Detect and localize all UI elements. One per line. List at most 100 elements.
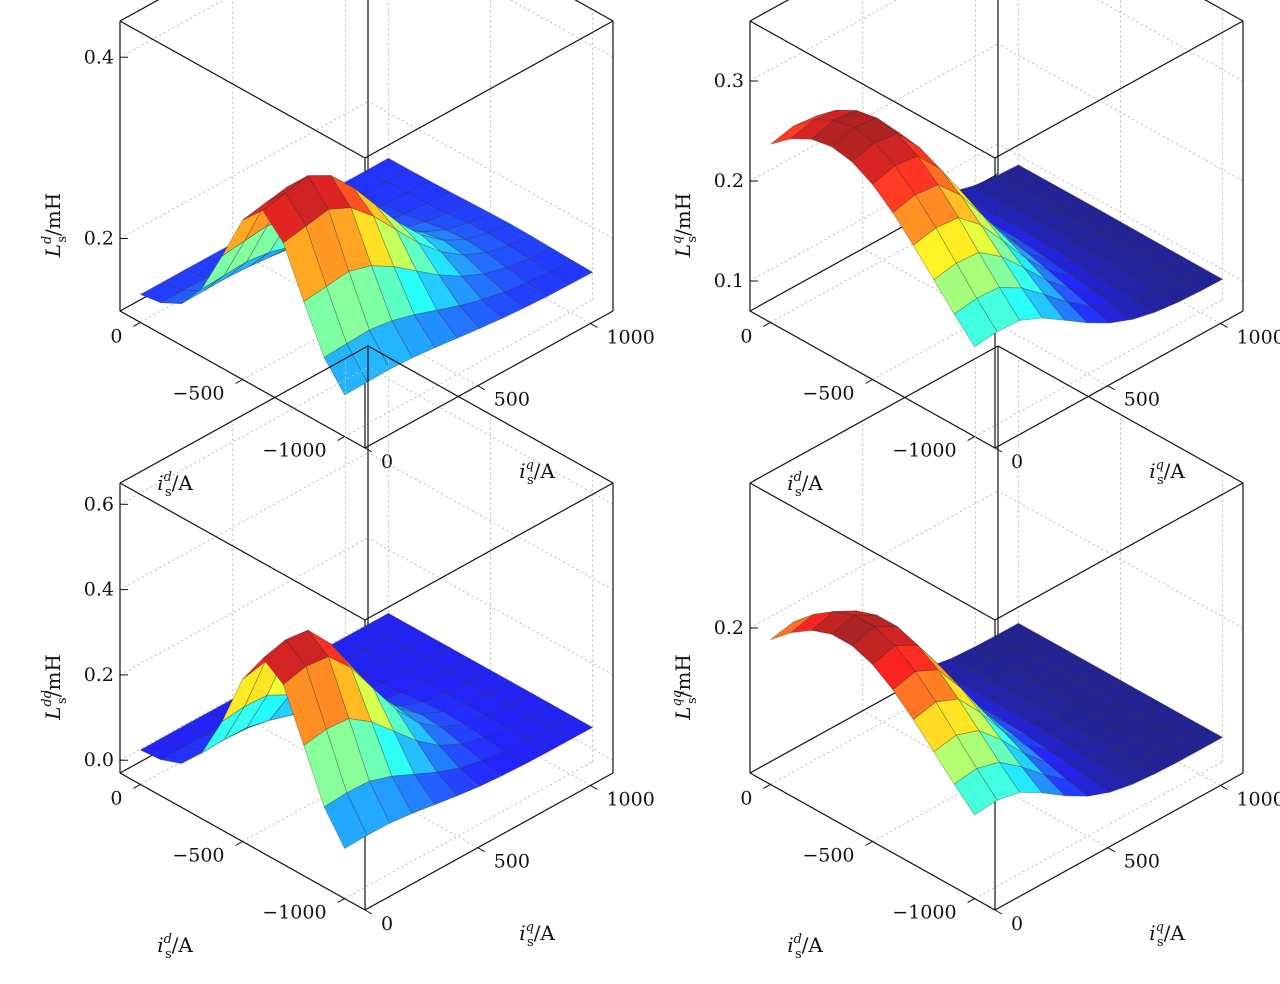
surface-plot-Lsq: 0 −500 −1000 0 500 1000 0.1 0.2 0.3 Lqs/mH id s/A iq… bbox=[670, 0, 1280, 500]
surface-facet bbox=[162, 269, 207, 291]
surface-facet bbox=[810, 611, 856, 635]
surface-facet bbox=[503, 739, 549, 765]
x-tick-label: −1000 bbox=[892, 440, 956, 462]
y-tick-label: 1000 bbox=[606, 788, 654, 810]
surface-facet bbox=[223, 694, 269, 741]
surface-facet bbox=[1113, 738, 1158, 763]
y-tick-label: 500 bbox=[494, 389, 530, 411]
surface-plot-Lsdd: 0 −500 −1000 0 500 1000 0.0 0.2 0.4 0.6 Ldds/mH id s… bbox=[40, 345, 655, 962]
surface-facet bbox=[548, 715, 594, 741]
z-tick-label: 0.4 bbox=[84, 579, 114, 601]
y-tick-label: 0 bbox=[1011, 913, 1023, 935]
x-axis-label: id s/A bbox=[157, 932, 193, 962]
surface-facet bbox=[810, 119, 855, 148]
y-tick-label: 0 bbox=[381, 913, 393, 935]
x-tick-label: 0 bbox=[740, 787, 752, 809]
x-tick-label: −1000 bbox=[262, 902, 326, 924]
surface-facet bbox=[976, 761, 1021, 801]
y-axis-label: iq s/A bbox=[519, 458, 555, 488]
surface-facet bbox=[1065, 777, 1111, 797]
surface-facet bbox=[458, 760, 504, 787]
y-tick-label: 1000 bbox=[1236, 788, 1280, 810]
surface-facet bbox=[1045, 762, 1091, 781]
tick-labels: 0 −500 −1000 0 500 1000 0.2 0.4 bbox=[84, 46, 655, 473]
x-tick-label: −500 bbox=[172, 845, 224, 867]
surface-plot-Lsd: 0 −500 −1000 0 500 1000 0.2 0.4 Lds/mH id s/A iq s/A bbox=[40, 0, 655, 500]
surface-facet bbox=[159, 289, 206, 305]
surface-facet bbox=[1097, 679, 1142, 705]
surface-mesh bbox=[139, 612, 594, 849]
surface-facet bbox=[325, 718, 370, 794]
y-tick-label: 1000 bbox=[1236, 326, 1280, 348]
surface-facet bbox=[1035, 645, 1081, 671]
x-tick-label: −1000 bbox=[892, 902, 956, 924]
surface-facet bbox=[1027, 734, 1073, 751]
surface-facet bbox=[953, 297, 998, 348]
z-axis-label: Lqs/mH bbox=[670, 193, 700, 258]
surface-facet bbox=[1049, 726, 1095, 748]
x-tick-label: −500 bbox=[802, 383, 854, 405]
surface-facet bbox=[831, 126, 876, 163]
surface-facet bbox=[391, 314, 436, 359]
x-tick-label: −500 bbox=[172, 383, 224, 405]
surface-facet bbox=[323, 792, 368, 849]
surface-facet bbox=[1076, 668, 1122, 694]
surface-facet bbox=[419, 711, 465, 728]
y-axis-label: iq s/A bbox=[1149, 920, 1185, 950]
tick-labels: 0 −500 −1000 0 500 1000 0.2 bbox=[714, 617, 1280, 935]
surface-facet bbox=[953, 767, 998, 816]
surface-facet bbox=[1033, 209, 1079, 232]
z-tick-label: 0.6 bbox=[84, 493, 114, 515]
surface-facet bbox=[1013, 198, 1059, 220]
tick-labels: 0 −500 −1000 0 500 1000 0.0 0.2 0.4 0.6 bbox=[84, 493, 655, 935]
surface-facet bbox=[1178, 267, 1224, 292]
surface-facet bbox=[458, 299, 504, 329]
surface-facet bbox=[284, 629, 330, 667]
surface-mesh bbox=[770, 610, 1224, 816]
z-axis-label: Ldds/mH bbox=[40, 654, 70, 721]
surface-facet bbox=[1156, 737, 1201, 763]
z-tick-label: 0.4 bbox=[84, 46, 114, 68]
surface-mesh bbox=[770, 109, 1224, 348]
surface-facet bbox=[436, 767, 481, 797]
y-axis-label: iq s/A bbox=[519, 920, 555, 950]
surface-facet bbox=[1056, 657, 1101, 682]
z-tick-label: 0.0 bbox=[84, 749, 114, 771]
surface-facet bbox=[1052, 704, 1097, 728]
y-tick-label: 500 bbox=[1124, 389, 1160, 411]
surface-facet bbox=[1088, 771, 1134, 793]
surface-facet bbox=[481, 750, 526, 776]
surface-facet bbox=[420, 234, 464, 256]
y-tick-label: 500 bbox=[1124, 851, 1160, 873]
surface-facet bbox=[1133, 290, 1179, 313]
y-tick-label: 500 bbox=[494, 851, 530, 873]
surface-facet bbox=[1065, 301, 1112, 324]
axis-box bbox=[749, 0, 1244, 453]
y-tick-label: 0 bbox=[1011, 451, 1023, 473]
z-axis-label: Lqqs/mH bbox=[670, 654, 700, 721]
surface-facet bbox=[368, 320, 413, 370]
surface-facet bbox=[413, 309, 458, 349]
surface-facet bbox=[442, 238, 488, 256]
surface-facet bbox=[1111, 761, 1156, 785]
surface-facet bbox=[1027, 253, 1072, 276]
surface-facet bbox=[282, 665, 327, 747]
surface-plot-Lsqq: 0 −500 −1000 0 500 1000 0.2 Lqqs/mH id s/A iq s/A bbox=[670, 345, 1280, 962]
z-tick-label: 0.1 bbox=[714, 270, 744, 292]
axis-box bbox=[119, 0, 614, 453]
surface-mesh bbox=[139, 157, 594, 396]
x-axis-label: id s/A bbox=[157, 470, 193, 500]
surface-facet bbox=[203, 261, 248, 292]
surface-facet bbox=[1092, 265, 1138, 287]
surface-facet bbox=[481, 291, 526, 319]
z-tick-label: 0.2 bbox=[714, 170, 744, 192]
surface-facet bbox=[1043, 293, 1089, 324]
surface-facet bbox=[368, 775, 413, 824]
z-tick-label: 0.2 bbox=[84, 228, 114, 250]
surface-facet bbox=[201, 240, 245, 290]
z-axis-label: Lds/mH bbox=[40, 193, 70, 258]
surface-facet bbox=[1043, 774, 1089, 797]
surface-facet bbox=[892, 670, 937, 721]
surface-facet bbox=[413, 771, 458, 806]
